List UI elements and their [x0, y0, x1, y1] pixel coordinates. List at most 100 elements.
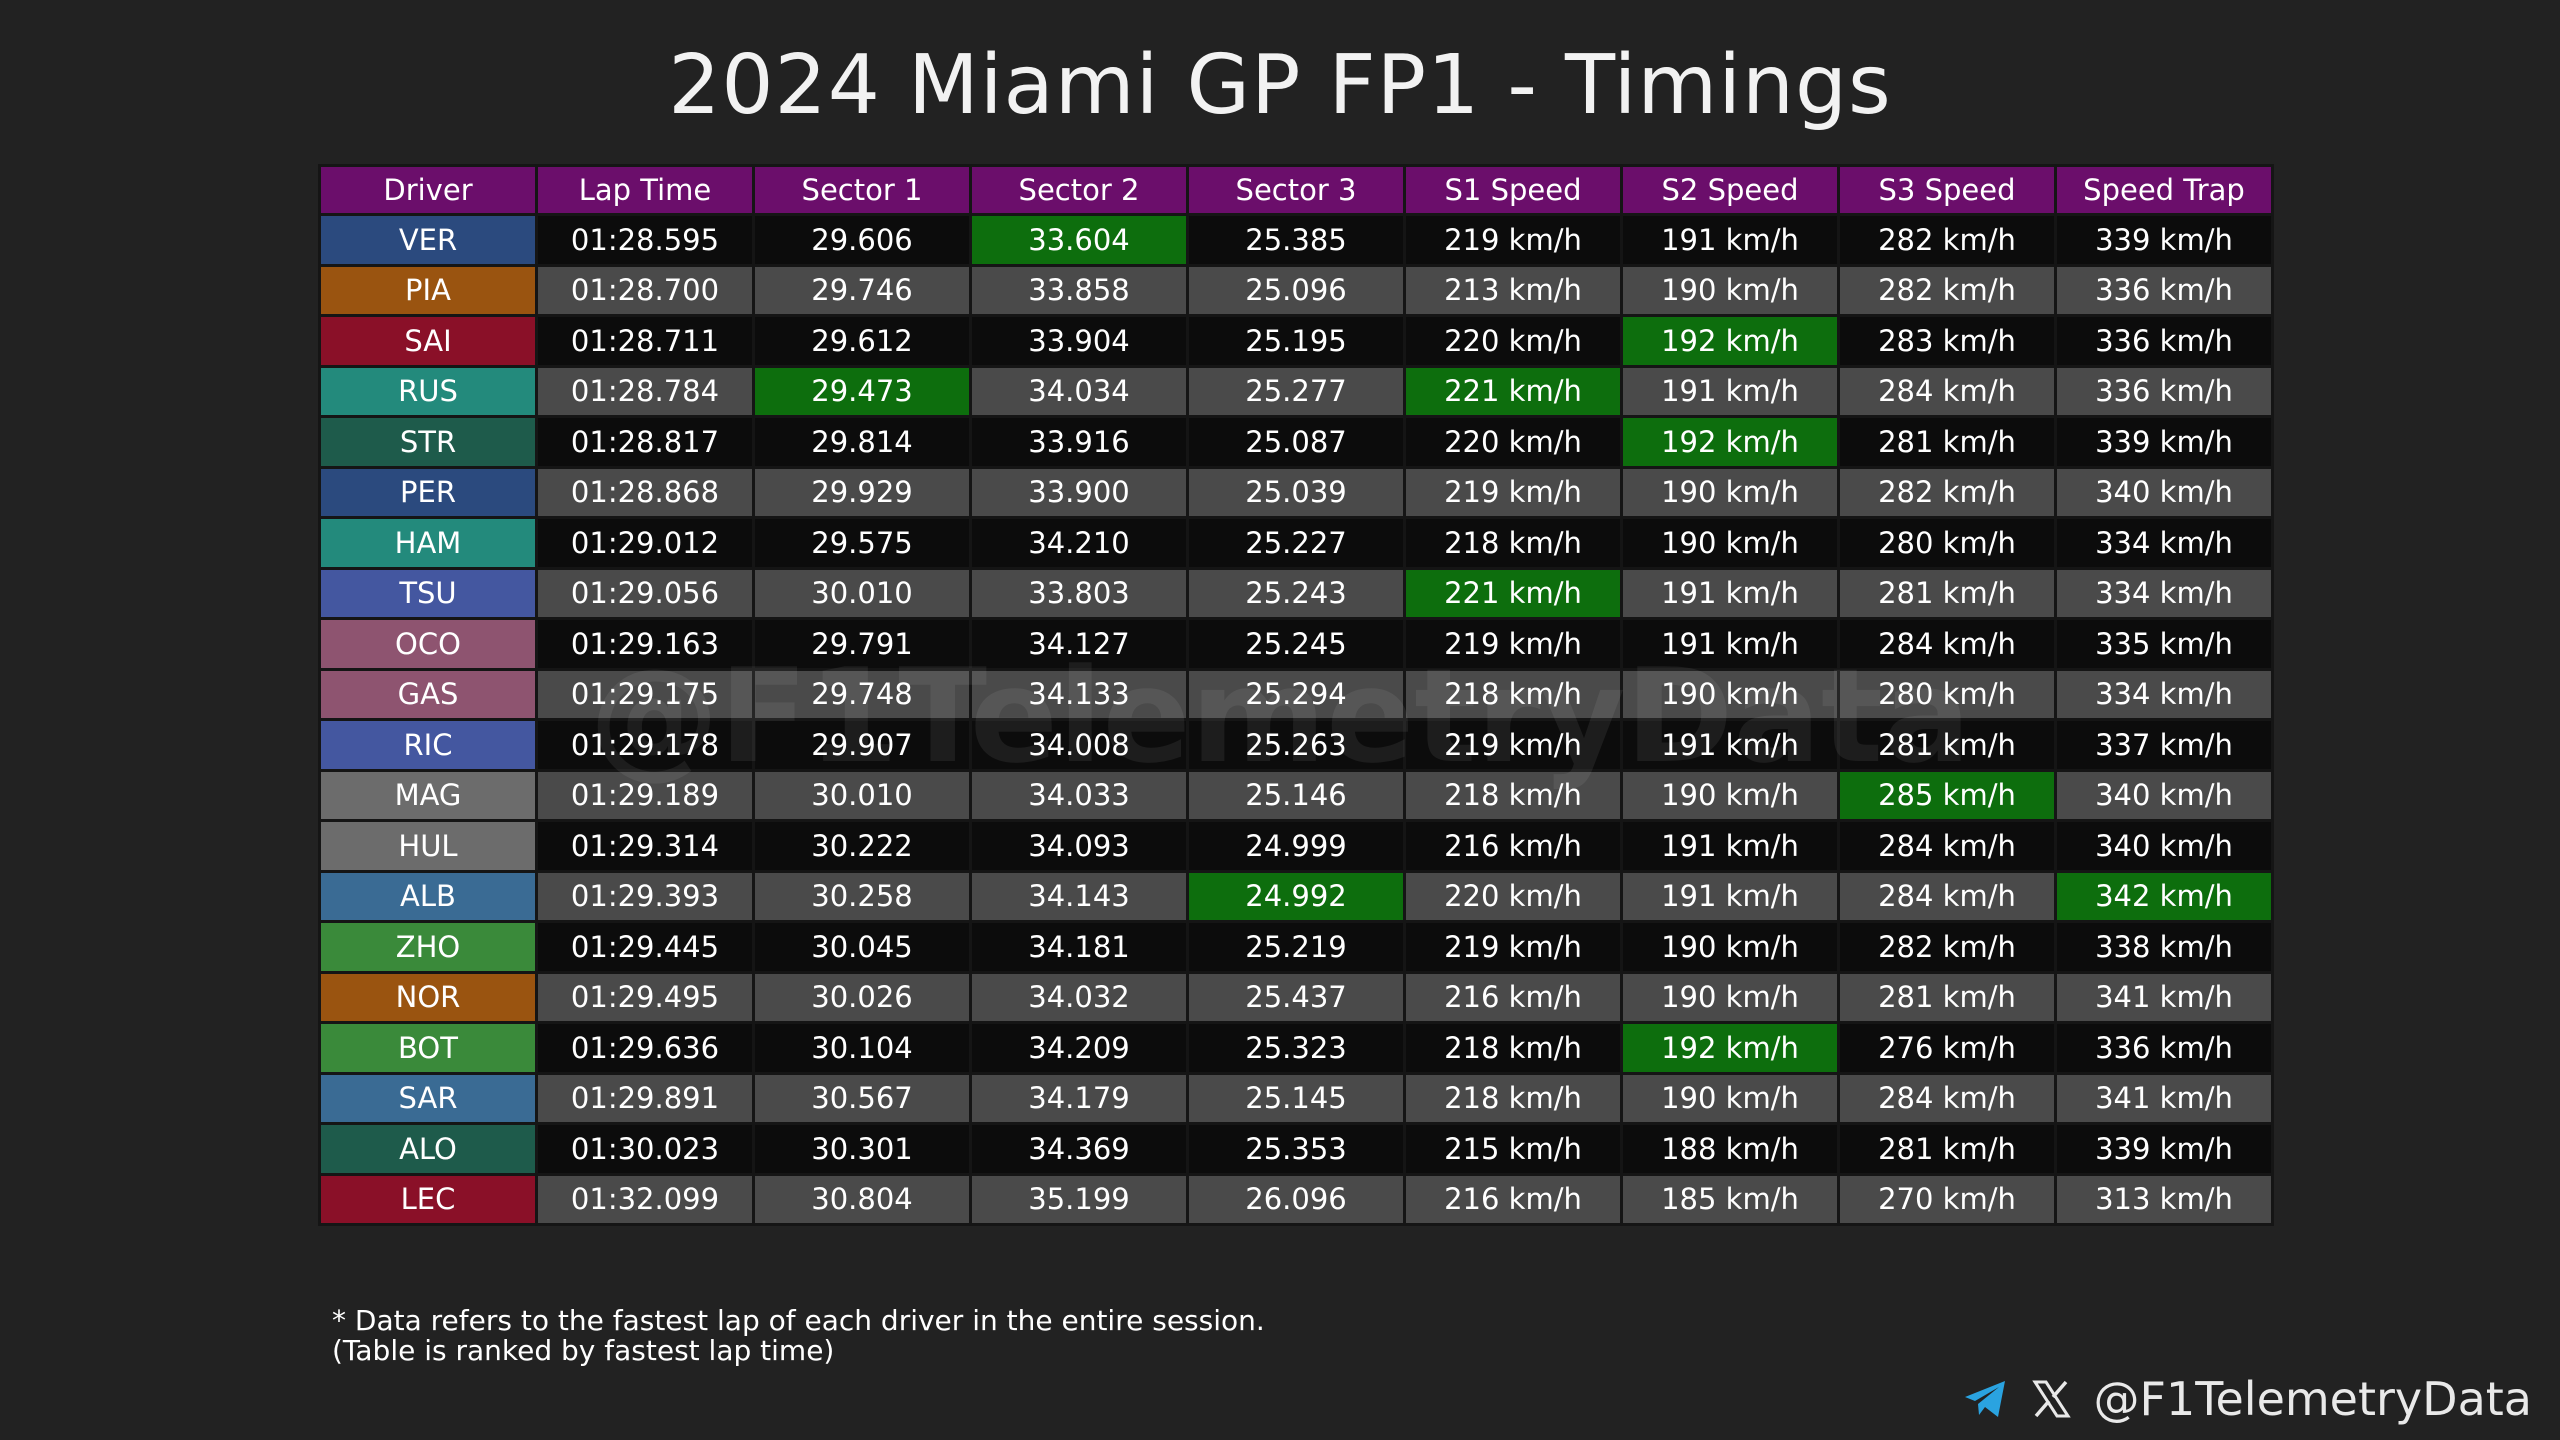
value-cell: 190 km/h — [1623, 973, 1837, 1021]
value-cell: 220 km/h — [1406, 872, 1620, 920]
value-cell: 281 km/h — [1840, 418, 2054, 466]
value-cell: 34.369 — [972, 1125, 1186, 1173]
value-cell: 25.145 — [1189, 1074, 1403, 1122]
column-header: S2 Speed — [1623, 167, 1837, 213]
value-cell: 25.146 — [1189, 771, 1403, 819]
value-cell: 29.612 — [755, 317, 969, 365]
value-cell: 01:29.012 — [538, 519, 752, 567]
value-cell: 339 km/h — [2057, 216, 2271, 264]
value-cell: 340 km/h — [2057, 822, 2271, 870]
value-cell: 34.033 — [972, 771, 1186, 819]
handle-text[interactable]: @F1TelemetryData — [2093, 1372, 2532, 1426]
table-row: BOT 01:29.636 30.104 34.209 25.323 218 km/h 19… — [321, 1024, 2271, 1072]
value-cell: 337 km/h — [2057, 721, 2271, 769]
value-cell: 30.301 — [755, 1125, 969, 1173]
value-cell: 218 km/h — [1406, 670, 1620, 718]
value-cell: 34.181 — [972, 923, 1186, 971]
page-title: 2024 Miami GP FP1 - Timings — [668, 38, 1892, 133]
value-cell: 339 km/h — [2057, 418, 2271, 466]
value-cell: 281 km/h — [1840, 1125, 2054, 1173]
value-cell: 190 km/h — [1623, 468, 1837, 516]
value-cell: 191 km/h — [1623, 822, 1837, 870]
value-cell: 25.294 — [1189, 670, 1403, 718]
value-cell: 190 km/h — [1623, 923, 1837, 971]
value-cell: 01:28.817 — [538, 418, 752, 466]
driver-cell: RUS — [321, 367, 535, 415]
driver-cell: STR — [321, 418, 535, 466]
value-cell: 25.437 — [1189, 973, 1403, 1021]
value-cell: 284 km/h — [1840, 872, 2054, 920]
value-cell: 219 km/h — [1406, 468, 1620, 516]
value-cell: 284 km/h — [1840, 1074, 2054, 1122]
value-cell: 216 km/h — [1406, 973, 1620, 1021]
table-row: NOR 01:29.495 30.026 34.032 25.437 216 km/h 19… — [321, 973, 2271, 1021]
table-row: STR 01:28.817 29.814 33.916 25.087 220 km/h 19… — [321, 418, 2271, 466]
value-cell: 29.746 — [755, 266, 969, 314]
table-row: MAG 01:29.189 30.010 34.033 25.146 218 km/h 19… — [321, 771, 2271, 819]
value-cell: 338 km/h — [2057, 923, 2271, 971]
value-cell: 191 km/h — [1623, 216, 1837, 264]
value-cell: 01:29.314 — [538, 822, 752, 870]
value-cell: 01:28.868 — [538, 468, 752, 516]
value-cell: 192 km/h — [1623, 317, 1837, 365]
value-cell: 25.385 — [1189, 216, 1403, 264]
value-cell: 30.026 — [755, 973, 969, 1021]
value-cell: 25.087 — [1189, 418, 1403, 466]
x-icon[interactable] — [2031, 1379, 2072, 1419]
driver-cell: PIA — [321, 266, 535, 314]
value-cell: 29.606 — [755, 216, 969, 264]
telegram-icon[interactable] — [1963, 1379, 2009, 1419]
value-cell: 01:28.784 — [538, 367, 752, 415]
value-cell: 336 km/h — [2057, 367, 2271, 415]
value-cell: 340 km/h — [2057, 771, 2271, 819]
value-cell: 282 km/h — [1840, 266, 2054, 314]
value-cell: 33.803 — [972, 569, 1186, 617]
table-row: OCO 01:29.163 29.791 34.127 25.245 219 km/h 19… — [321, 620, 2271, 668]
value-cell: 25.096 — [1189, 266, 1403, 314]
value-cell: 01:29.891 — [538, 1074, 752, 1122]
value-cell: 25.227 — [1189, 519, 1403, 567]
value-cell: 188 km/h — [1623, 1125, 1837, 1173]
value-cell: 01:29.636 — [538, 1024, 752, 1072]
value-cell: 190 km/h — [1623, 1074, 1837, 1122]
value-cell: 213 km/h — [1406, 266, 1620, 314]
value-cell: 25.243 — [1189, 569, 1403, 617]
column-header: S3 Speed — [1840, 167, 2054, 213]
value-cell: 191 km/h — [1623, 721, 1837, 769]
value-cell: 219 km/h — [1406, 620, 1620, 668]
value-cell: 29.929 — [755, 468, 969, 516]
value-cell: 336 km/h — [2057, 317, 2271, 365]
value-cell: 30.045 — [755, 923, 969, 971]
value-cell: 280 km/h — [1840, 670, 2054, 718]
value-cell: 284 km/h — [1840, 822, 2054, 870]
value-cell: 01:29.393 — [538, 872, 752, 920]
value-cell: 34.210 — [972, 519, 1186, 567]
value-cell: 282 km/h — [1840, 216, 2054, 264]
column-header: Driver — [321, 167, 535, 213]
value-cell: 25.039 — [1189, 468, 1403, 516]
value-cell: 29.575 — [755, 519, 969, 567]
column-header: S1 Speed — [1406, 167, 1620, 213]
value-cell: 335 km/h — [2057, 620, 2271, 668]
value-cell: 218 km/h — [1406, 1074, 1620, 1122]
value-cell: 185 km/h — [1623, 1175, 1837, 1223]
value-cell: 281 km/h — [1840, 569, 2054, 617]
value-cell: 33.604 — [972, 216, 1186, 264]
value-cell: 220 km/h — [1406, 418, 1620, 466]
driver-cell: GAS — [321, 670, 535, 718]
footnote-line-1: * Data refers to the fastest lap of each… — [332, 1304, 1265, 1337]
value-cell: 340 km/h — [2057, 468, 2271, 516]
value-cell: 339 km/h — [2057, 1125, 2271, 1173]
value-cell: 285 km/h — [1840, 771, 2054, 819]
table-header-row: Driver Lap Time Sector 1 Sector 2 Sector 3 S1… — [321, 167, 2271, 213]
value-cell: 342 km/h — [2057, 872, 2271, 920]
value-cell: 276 km/h — [1840, 1024, 2054, 1072]
value-cell: 282 km/h — [1840, 468, 2054, 516]
value-cell: 30.010 — [755, 771, 969, 819]
driver-cell: VER — [321, 216, 535, 264]
table-body: VER 01:28.595 29.606 33.604 25.385 219 km/h 19… — [321, 216, 2271, 1223]
value-cell: 01:29.056 — [538, 569, 752, 617]
value-cell: 336 km/h — [2057, 1024, 2271, 1072]
value-cell: 341 km/h — [2057, 973, 2271, 1021]
